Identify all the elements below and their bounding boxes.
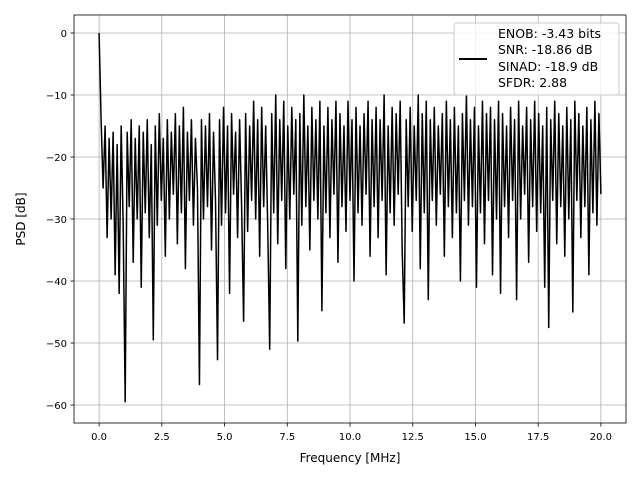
psd-series-line xyxy=(98,32,602,403)
x-tick-label: 12.5 xyxy=(402,432,424,443)
x-tick-label: 20.0 xyxy=(590,432,612,443)
y-tick-label: −60 xyxy=(46,401,67,412)
y-tick-label: 0 xyxy=(61,29,67,40)
y-tick-label: −50 xyxy=(46,339,67,350)
legend: ENOB: -3.43 bits SNR: -18.86 dB SINAD: -… xyxy=(453,22,620,96)
x-tick-label: 5.0 xyxy=(217,432,233,443)
y-tick-label: −10 xyxy=(46,91,67,102)
x-tick-label: 0.0 xyxy=(91,432,107,443)
y-tick-label: −40 xyxy=(46,277,67,288)
legend-box xyxy=(453,22,620,96)
y-tick-label: −20 xyxy=(46,153,67,164)
x-tick-label: 10.0 xyxy=(339,432,361,443)
x-tick-label: 15.0 xyxy=(464,432,486,443)
plot-area xyxy=(98,32,602,403)
x-tick-label: 7.5 xyxy=(279,432,295,443)
x-tick-label: 2.5 xyxy=(154,432,170,443)
y-axis-label: PSD [dB] xyxy=(14,192,28,245)
x-axis-label: Frequency [MHz] xyxy=(300,451,401,465)
y-axis: 0 −10 −20 −30 −40 −50 −60 xyxy=(46,29,74,412)
legend-enob: ENOB: -3.43 bits xyxy=(498,26,601,41)
x-tick-label: 17.5 xyxy=(527,432,549,443)
legend-snr: SNR: -18.86 dB xyxy=(498,42,593,57)
legend-sfdr: SFDR: 2.88 xyxy=(498,75,567,90)
x-axis: 0.0 2.5 5.0 7.5 10.0 12.5 15.0 17.5 20.0 xyxy=(91,423,612,443)
y-tick-label: −30 xyxy=(46,215,67,226)
legend-sinad: SINAD: -18.9 dB xyxy=(498,59,598,74)
